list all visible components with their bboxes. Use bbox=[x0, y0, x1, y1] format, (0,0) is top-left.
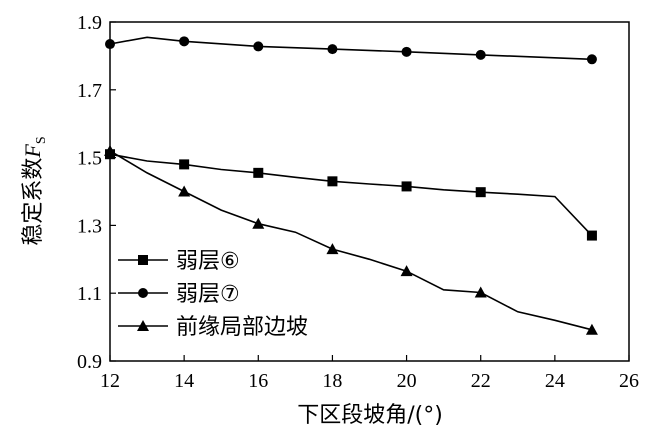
y-tick-label: 1.7 bbox=[77, 80, 102, 102]
data-point-triangle bbox=[585, 323, 598, 335]
y-tick-labels: 0.9 1.1 1.3 1.5 1.7 1.9 bbox=[77, 12, 102, 373]
data-point-circle bbox=[586, 54, 597, 65]
data-point-circle bbox=[401, 46, 412, 57]
y-axis-title-variable: F bbox=[20, 144, 45, 159]
plot-border bbox=[109, 21, 630, 362]
legend-item: 前缘局部边坡 bbox=[118, 315, 308, 340]
x-tick-label: 24 bbox=[545, 370, 565, 392]
y-axis-title-main: 稳定系数 bbox=[21, 158, 46, 246]
x-tick-label: 22 bbox=[471, 370, 491, 392]
legend-label: 前缘局部边坡 bbox=[176, 315, 308, 340]
x-axis-title: 下区段坡角/(°) bbox=[297, 403, 443, 428]
data-point-circle bbox=[253, 41, 264, 52]
legend-label: 弱层⑦ bbox=[176, 282, 240, 307]
series-line bbox=[109, 153, 593, 237]
y-tick-label: 1.9 bbox=[77, 12, 102, 34]
x-tick-labels: 12 14 16 18 20 22 24 26 bbox=[100, 370, 639, 392]
y-tick-label: 1.1 bbox=[77, 283, 102, 305]
axis-ticks bbox=[109, 21, 630, 362]
y-tick-label: 0.9 bbox=[77, 351, 102, 373]
x-tick-label: 16 bbox=[248, 370, 268, 392]
y-tick-label: 1.5 bbox=[77, 148, 102, 170]
x-tick-label: 14 bbox=[174, 370, 194, 392]
y-axis-title-subscript: S bbox=[34, 136, 49, 144]
legend-item: 弱层⑥ bbox=[118, 249, 240, 274]
data-point-triangle bbox=[326, 243, 339, 255]
data-point-square bbox=[253, 167, 264, 178]
data-point-circle bbox=[179, 36, 190, 47]
data-point-circle bbox=[327, 44, 338, 55]
legend-item: 弱层⑦ bbox=[118, 282, 240, 307]
data-point-square bbox=[327, 176, 338, 187]
data-point-triangle bbox=[178, 185, 191, 197]
data-point-square bbox=[179, 159, 190, 170]
data-point-triangle bbox=[400, 265, 413, 277]
data-point-triangle bbox=[104, 144, 116, 156]
series-2 bbox=[105, 36, 597, 65]
legend: 弱层⑥ 弱层⑦ 前缘局部边坡 bbox=[118, 249, 308, 340]
series-1 bbox=[105, 149, 597, 241]
series-line bbox=[109, 36, 592, 61]
x-tick-label: 18 bbox=[322, 370, 342, 392]
x-tick-label: 26 bbox=[619, 370, 639, 392]
series-line bbox=[109, 150, 593, 331]
legend-marker-square bbox=[138, 255, 148, 265]
y-axis-title: 稳定系数FS bbox=[20, 136, 49, 245]
legend-marker-circle bbox=[138, 288, 148, 298]
plot-frame bbox=[109, 21, 630, 362]
y-tick-label: 1.3 bbox=[77, 215, 102, 237]
x-tick-label: 20 bbox=[397, 370, 417, 392]
data-point-triangle bbox=[252, 217, 265, 229]
data-point-square bbox=[401, 181, 412, 192]
data-point-circle bbox=[475, 49, 486, 60]
data-point-circle bbox=[105, 39, 115, 50]
legend-label: 弱层⑥ bbox=[176, 249, 240, 274]
data-point-square bbox=[586, 230, 597, 241]
series-layer bbox=[104, 36, 598, 335]
data-point-triangle bbox=[474, 286, 487, 298]
data-point-square bbox=[475, 187, 486, 198]
series-3 bbox=[104, 144, 598, 335]
x-tick-label: 12 bbox=[100, 370, 120, 392]
legend-marker-triangle bbox=[137, 320, 149, 331]
